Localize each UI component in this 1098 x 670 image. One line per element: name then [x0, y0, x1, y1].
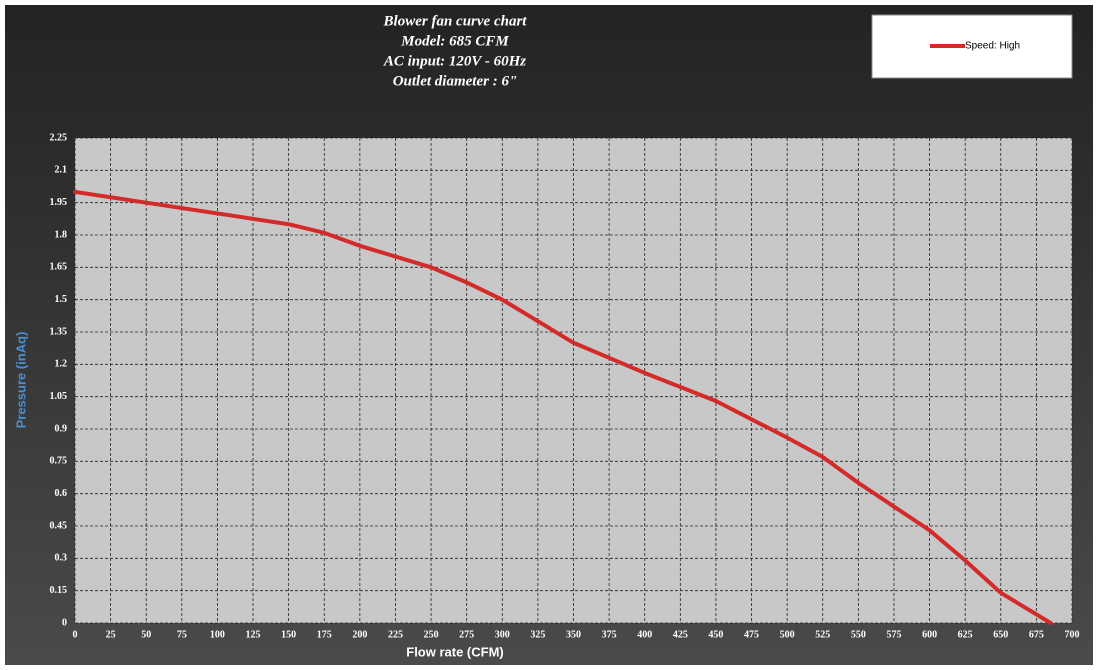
x-tick-label: 700 — [1065, 629, 1080, 640]
x-tick-label: 550 — [851, 629, 866, 640]
x-tick-label: 300 — [495, 629, 510, 640]
x-tick-label: 75 — [177, 629, 187, 640]
y-tick-label: 1.2 — [55, 359, 68, 370]
x-tick-label: 275 — [459, 629, 474, 640]
x-tick-label: 225 — [388, 629, 403, 640]
y-tick-label: 0.9 — [55, 423, 68, 434]
x-tick-label: 150 — [281, 629, 296, 640]
x-tick-label: 0 — [73, 629, 78, 640]
y-tick-label: 1.5 — [55, 294, 68, 305]
x-tick-label: 525 — [815, 629, 830, 640]
y-tick-label: 0.75 — [50, 456, 68, 467]
y-tick-label: 0.6 — [55, 488, 68, 499]
x-tick-label: 625 — [958, 629, 973, 640]
x-tick-label: 450 — [708, 629, 723, 640]
y-tick-label: 0.45 — [50, 520, 68, 531]
legend-label: Speed: High — [965, 41, 1020, 52]
y-tick-label: 2.1 — [55, 165, 68, 176]
x-tick-label: 650 — [993, 629, 1008, 640]
x-tick-label: 100 — [210, 629, 225, 640]
x-tick-label: 600 — [922, 629, 937, 640]
x-tick-label: 575 — [886, 629, 901, 640]
y-tick-label: 0.15 — [50, 585, 68, 596]
y-tick-label: 0.3 — [55, 553, 68, 564]
x-tick-label: 475 — [744, 629, 759, 640]
x-tick-label: 675 — [1029, 629, 1044, 640]
chart-title: Model: 685 CFM — [400, 33, 509, 49]
y-tick-label: 2.25 — [50, 132, 68, 143]
x-tick-label: 250 — [424, 629, 439, 640]
x-tick-label: 375 — [602, 629, 617, 640]
x-tick-label: 350 — [566, 629, 581, 640]
chart-title: AC input: 120V - 60Hz — [383, 53, 526, 69]
legend-box — [871, 14, 1073, 79]
x-tick-label: 425 — [673, 629, 688, 640]
x-tick-label: 25 — [106, 629, 116, 640]
x-tick-label: 50 — [141, 629, 151, 640]
y-tick-label: 1.05 — [50, 391, 68, 402]
data-line — [73, 189, 1053, 625]
y-tick-label: 1.95 — [50, 197, 68, 208]
x-tick-label: 500 — [780, 629, 795, 640]
x-axis-label: Flow rate (CFM) — [406, 644, 504, 659]
y-tick-label: 1.35 — [50, 326, 68, 337]
y-tick-label: 1.65 — [50, 262, 68, 273]
x-tick-label: 325 — [530, 629, 545, 640]
chart-title: Outlet diameter : 6" — [393, 73, 518, 89]
x-tick-label: 175 — [317, 629, 332, 640]
y-tick-label: 0 — [62, 617, 67, 628]
x-tick-label: 125 — [246, 629, 261, 640]
chart-title: Blower fan curve chart — [383, 13, 528, 29]
x-tick-label: 200 — [352, 629, 367, 640]
y-axis-label: Pressure (inAq) — [13, 332, 28, 429]
y-tick-label: 1.8 — [55, 229, 68, 240]
x-tick-label: 400 — [637, 629, 652, 640]
